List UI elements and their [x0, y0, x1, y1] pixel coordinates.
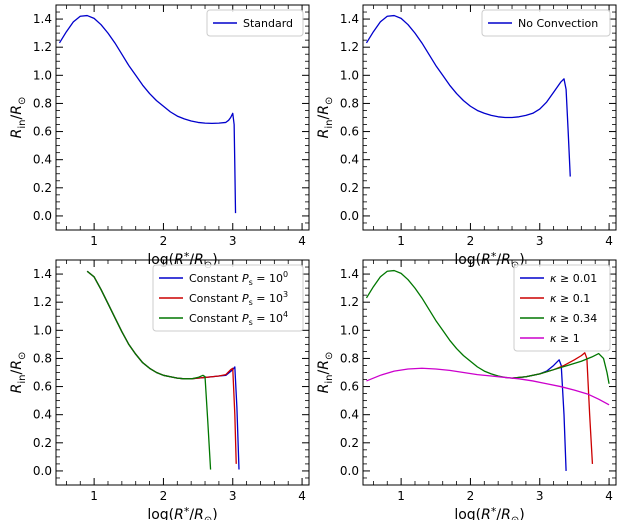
x-tick-label: 2 [467, 234, 475, 248]
y-tick-label: 1.4 [33, 12, 52, 26]
legend-box [481, 9, 611, 37]
y-tick-label: 1.2 [340, 295, 359, 309]
legend-entry: Constant Ps = 104 [189, 310, 288, 327]
y-tick-label: 0.0 [340, 209, 359, 223]
y-axis-label: Rin/R⊙ [9, 97, 28, 139]
series-line-2 [365, 269, 610, 384]
y-tick-label: 0.8 [340, 351, 359, 365]
y-axis-label: Rin/R⊙ [9, 352, 28, 394]
panel-no-convection: 12340.00.20.40.60.81.01.21.4log(R*/R⊙)Ri… [316, 4, 617, 271]
legend-entry: κ ≥ 0.1 [550, 292, 590, 305]
plot-frame [55, 4, 310, 231]
y-tick-label: 1.0 [340, 68, 359, 82]
panel-opacity-cut: 1 2 3 4 0.0 0.2 0.4 0.6 0.8 1.0 1.2 1.4 log(R*/R⊙) Ri… [316, 259, 617, 520]
y-tick-label: 0.0 [33, 464, 52, 478]
y-tick-label: 1.0 [33, 323, 52, 337]
y-tick-label: 1.2 [33, 40, 52, 54]
y-tick-label: 0.2 [33, 436, 52, 450]
y-tick-label: 0.6 [33, 380, 52, 394]
legend-entry: κ ≥ 0.34 [550, 312, 597, 325]
y-tick-label: 1.0 [340, 323, 359, 337]
y-axis-label: Rin/R⊙ [316, 352, 335, 394]
x-axis-label: log(R*/R⊙) [147, 505, 217, 520]
y-tick-label: 0.2 [340, 436, 359, 450]
legend-entry: Standard [243, 17, 293, 30]
x-axis-label: log(R*/R⊙) [454, 505, 524, 520]
y-tick-label: 0.6 [340, 125, 359, 139]
y-tick-label: 0.8 [340, 96, 359, 110]
x-tick-label: 1 [90, 489, 98, 503]
y-tick-label: 0.2 [33, 181, 52, 195]
x-tick-label: 1 [397, 489, 405, 503]
y-tick-label: 0.0 [340, 464, 359, 478]
legend-box [206, 9, 304, 37]
x-tick-label: 2 [467, 489, 475, 503]
y-tick-label: 0.6 [340, 380, 359, 394]
plot-frame [362, 4, 617, 231]
x-tick-label: 2 [160, 489, 168, 503]
y-tick-label: 1.4 [340, 12, 359, 26]
series-line-0 [58, 14, 237, 214]
y-tick-label: 1.4 [340, 267, 359, 281]
y-tick-label: 1.4 [33, 267, 52, 281]
legend-entry: Constant Ps = 103 [189, 290, 288, 307]
y-tick-label: 1.2 [340, 40, 359, 54]
x-tick-label: 3 [229, 234, 237, 248]
y-tick-label: 0.0 [33, 209, 52, 223]
y-tick-label: 0.4 [33, 408, 52, 422]
x-tick-label: 4 [298, 234, 306, 248]
panel-constant-pressure: 1 2 3 4 0.0 0.2 0.4 0.6 0.8 1.0 1.2 1.4 log(R*/R⊙) Ri… [9, 259, 310, 520]
x-tick-label: 2 [160, 234, 168, 248]
panel-standard: 12340.00.20.40.60.81.01.21.4log(R*/R⊙)Ri… [9, 4, 310, 271]
series-line-3 [366, 367, 610, 406]
y-tick-label: 1.2 [33, 295, 52, 309]
y-tick-label: 0.4 [340, 408, 359, 422]
series-line-2 [86, 270, 212, 470]
legend-entry: κ ≥ 1 [550, 332, 580, 345]
y-axis-label: Rin/R⊙ [316, 97, 335, 139]
x-tick-label: 3 [536, 234, 544, 248]
y-tick-label: 0.4 [340, 153, 359, 167]
legend-box [513, 264, 611, 352]
y-tick-label: 0.4 [33, 153, 52, 167]
legend-entry: No Convection [518, 17, 598, 30]
x-tick-label: 1 [397, 234, 405, 248]
y-tick-label: 0.6 [33, 125, 52, 139]
x-tick-label: 3 [536, 489, 544, 503]
legend-box [152, 264, 304, 332]
y-tick-label: 0.8 [33, 96, 52, 110]
series-line-0 [511, 359, 567, 471]
series-line-0 [365, 14, 571, 177]
y-tick-label: 1.0 [33, 68, 52, 82]
legend-entry: Constant Ps = 100 [189, 270, 288, 287]
x-tick-label: 1 [90, 234, 98, 248]
x-tick-label: 4 [298, 489, 306, 503]
x-tick-label: 4 [605, 489, 613, 503]
x-tick-label: 4 [605, 234, 613, 248]
legend-entry: κ ≥ 0.01 [550, 272, 597, 285]
x-tick-label: 3 [229, 489, 237, 503]
y-tick-label: 0.2 [340, 181, 359, 195]
y-tick-label: 0.8 [33, 351, 52, 365]
